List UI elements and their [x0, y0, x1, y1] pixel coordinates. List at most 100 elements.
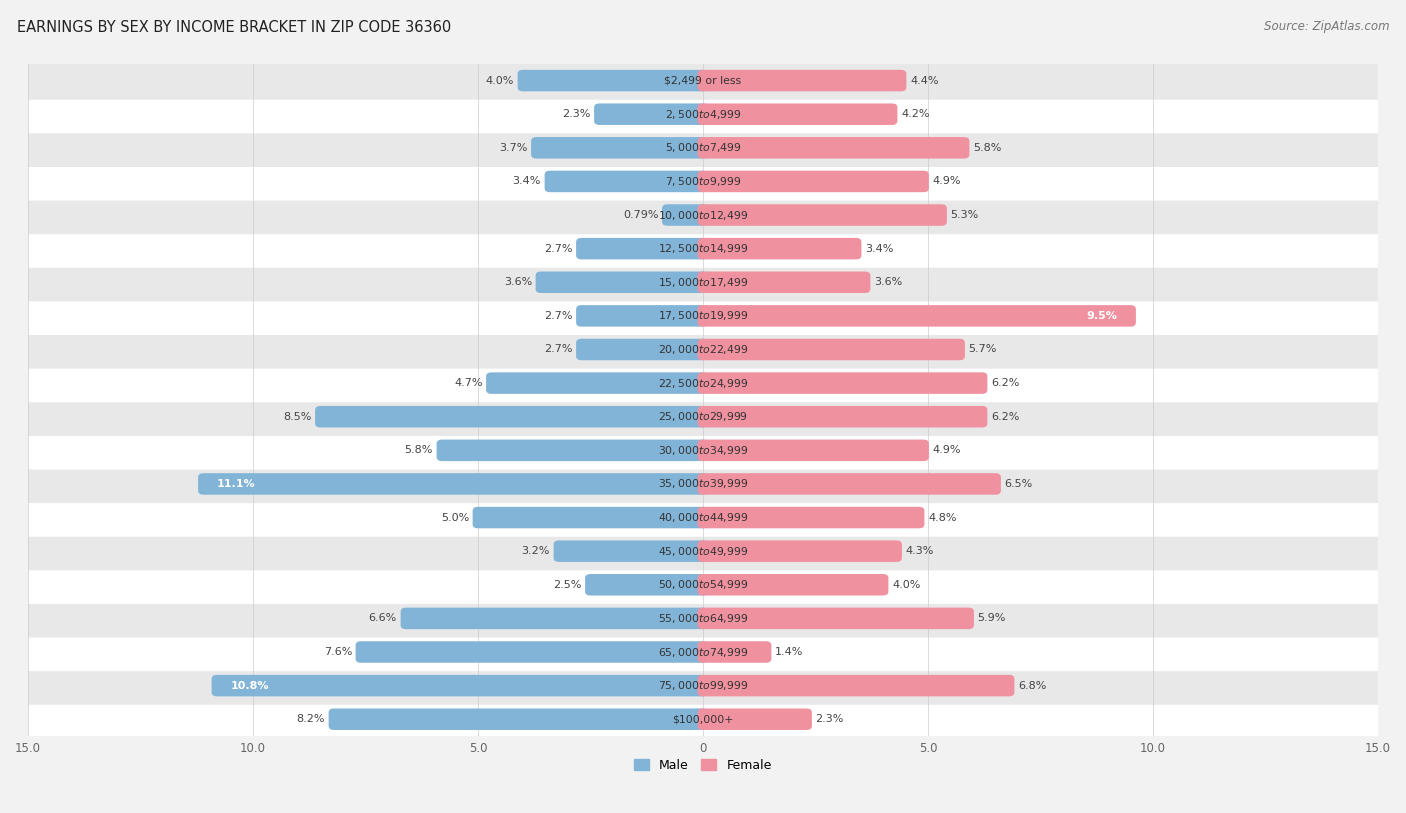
FancyBboxPatch shape	[662, 204, 709, 226]
Text: $25,000 to $29,999: $25,000 to $29,999	[658, 411, 748, 424]
FancyBboxPatch shape	[536, 272, 709, 293]
Text: 2.7%: 2.7%	[544, 244, 572, 254]
Text: 2.3%: 2.3%	[562, 109, 591, 120]
Text: 5.8%: 5.8%	[973, 143, 1001, 153]
FancyBboxPatch shape	[21, 128, 1385, 167]
Text: 3.6%: 3.6%	[503, 277, 531, 287]
FancyBboxPatch shape	[697, 541, 901, 562]
FancyBboxPatch shape	[21, 297, 1385, 335]
Text: 8.2%: 8.2%	[297, 715, 325, 724]
Text: $35,000 to $39,999: $35,000 to $39,999	[658, 477, 748, 490]
Text: 3.4%: 3.4%	[865, 244, 893, 254]
FancyBboxPatch shape	[401, 607, 709, 629]
FancyBboxPatch shape	[697, 641, 772, 663]
Text: 4.3%: 4.3%	[905, 546, 934, 556]
Text: $2,500 to $4,999: $2,500 to $4,999	[665, 107, 741, 120]
Text: $5,000 to $7,499: $5,000 to $7,499	[665, 141, 741, 154]
FancyBboxPatch shape	[21, 263, 1385, 302]
Text: 4.9%: 4.9%	[932, 176, 960, 186]
FancyBboxPatch shape	[21, 229, 1385, 267]
Text: 2.3%: 2.3%	[815, 715, 844, 724]
FancyBboxPatch shape	[697, 171, 929, 192]
FancyBboxPatch shape	[329, 708, 709, 730]
FancyBboxPatch shape	[21, 95, 1385, 133]
FancyBboxPatch shape	[697, 406, 987, 428]
Text: 6.8%: 6.8%	[1018, 680, 1046, 690]
FancyBboxPatch shape	[21, 62, 1385, 100]
Text: 2.5%: 2.5%	[553, 580, 582, 589]
FancyBboxPatch shape	[697, 238, 862, 259]
Text: 9.5%: 9.5%	[1085, 311, 1116, 321]
Text: 6.2%: 6.2%	[991, 411, 1019, 422]
Text: $55,000 to $64,999: $55,000 to $64,999	[658, 612, 748, 625]
Text: 5.7%: 5.7%	[969, 345, 997, 354]
FancyBboxPatch shape	[486, 372, 709, 393]
Text: 7.6%: 7.6%	[323, 647, 352, 657]
Text: $30,000 to $34,999: $30,000 to $34,999	[658, 444, 748, 457]
Text: 6.2%: 6.2%	[991, 378, 1019, 388]
FancyBboxPatch shape	[21, 532, 1385, 571]
FancyBboxPatch shape	[21, 364, 1385, 402]
FancyBboxPatch shape	[697, 574, 889, 596]
Text: $22,500 to $24,999: $22,500 to $24,999	[658, 376, 748, 389]
Text: $45,000 to $49,999: $45,000 to $49,999	[658, 545, 748, 558]
FancyBboxPatch shape	[697, 137, 969, 159]
FancyBboxPatch shape	[697, 70, 907, 91]
Text: $100,000+: $100,000+	[672, 715, 734, 724]
FancyBboxPatch shape	[576, 305, 709, 327]
Text: 0.79%: 0.79%	[623, 210, 658, 220]
Text: 4.2%: 4.2%	[901, 109, 929, 120]
Text: 4.8%: 4.8%	[928, 512, 956, 523]
Text: 4.4%: 4.4%	[910, 76, 938, 85]
Text: 3.4%: 3.4%	[513, 176, 541, 186]
FancyBboxPatch shape	[21, 431, 1385, 469]
Text: EARNINGS BY SEX BY INCOME BRACKET IN ZIP CODE 36360: EARNINGS BY SEX BY INCOME BRACKET IN ZIP…	[17, 20, 451, 35]
Text: 6.6%: 6.6%	[368, 613, 396, 624]
Text: 5.0%: 5.0%	[440, 512, 470, 523]
FancyBboxPatch shape	[697, 607, 974, 629]
Text: $15,000 to $17,499: $15,000 to $17,499	[658, 276, 748, 289]
FancyBboxPatch shape	[585, 574, 709, 596]
Text: 4.9%: 4.9%	[932, 446, 960, 455]
Text: $65,000 to $74,999: $65,000 to $74,999	[658, 646, 748, 659]
Text: 2.7%: 2.7%	[544, 311, 572, 321]
Text: $2,499 or less: $2,499 or less	[665, 76, 741, 85]
FancyBboxPatch shape	[554, 541, 709, 562]
FancyBboxPatch shape	[211, 675, 709, 697]
FancyBboxPatch shape	[697, 305, 1136, 327]
FancyBboxPatch shape	[198, 473, 709, 494]
FancyBboxPatch shape	[21, 163, 1385, 201]
Text: $17,500 to $19,999: $17,500 to $19,999	[658, 310, 748, 323]
Text: $40,000 to $44,999: $40,000 to $44,999	[658, 511, 748, 524]
Text: $12,500 to $14,999: $12,500 to $14,999	[658, 242, 748, 255]
Text: 4.0%: 4.0%	[891, 580, 921, 589]
FancyBboxPatch shape	[697, 339, 965, 360]
Text: 3.2%: 3.2%	[522, 546, 550, 556]
Text: $10,000 to $12,499: $10,000 to $12,499	[658, 209, 748, 221]
Text: 1.4%: 1.4%	[775, 647, 803, 657]
FancyBboxPatch shape	[315, 406, 709, 428]
Text: $20,000 to $22,499: $20,000 to $22,499	[658, 343, 748, 356]
Text: 8.5%: 8.5%	[283, 411, 312, 422]
Text: 6.5%: 6.5%	[1004, 479, 1033, 489]
FancyBboxPatch shape	[21, 196, 1385, 234]
FancyBboxPatch shape	[517, 70, 709, 91]
FancyBboxPatch shape	[21, 633, 1385, 672]
Text: Source: ZipAtlas.com: Source: ZipAtlas.com	[1264, 20, 1389, 33]
Text: $75,000 to $99,999: $75,000 to $99,999	[658, 679, 748, 692]
Text: 2.7%: 2.7%	[544, 345, 572, 354]
FancyBboxPatch shape	[356, 641, 709, 663]
Text: 10.8%: 10.8%	[231, 680, 269, 690]
Text: 5.9%: 5.9%	[977, 613, 1005, 624]
FancyBboxPatch shape	[697, 440, 929, 461]
FancyBboxPatch shape	[576, 339, 709, 360]
Text: $7,500 to $9,999: $7,500 to $9,999	[665, 175, 741, 188]
Text: 3.6%: 3.6%	[875, 277, 903, 287]
FancyBboxPatch shape	[21, 330, 1385, 368]
FancyBboxPatch shape	[697, 473, 1001, 494]
FancyBboxPatch shape	[21, 566, 1385, 604]
Text: 4.0%: 4.0%	[485, 76, 515, 85]
FancyBboxPatch shape	[697, 675, 1014, 697]
FancyBboxPatch shape	[576, 238, 709, 259]
FancyBboxPatch shape	[697, 204, 946, 226]
